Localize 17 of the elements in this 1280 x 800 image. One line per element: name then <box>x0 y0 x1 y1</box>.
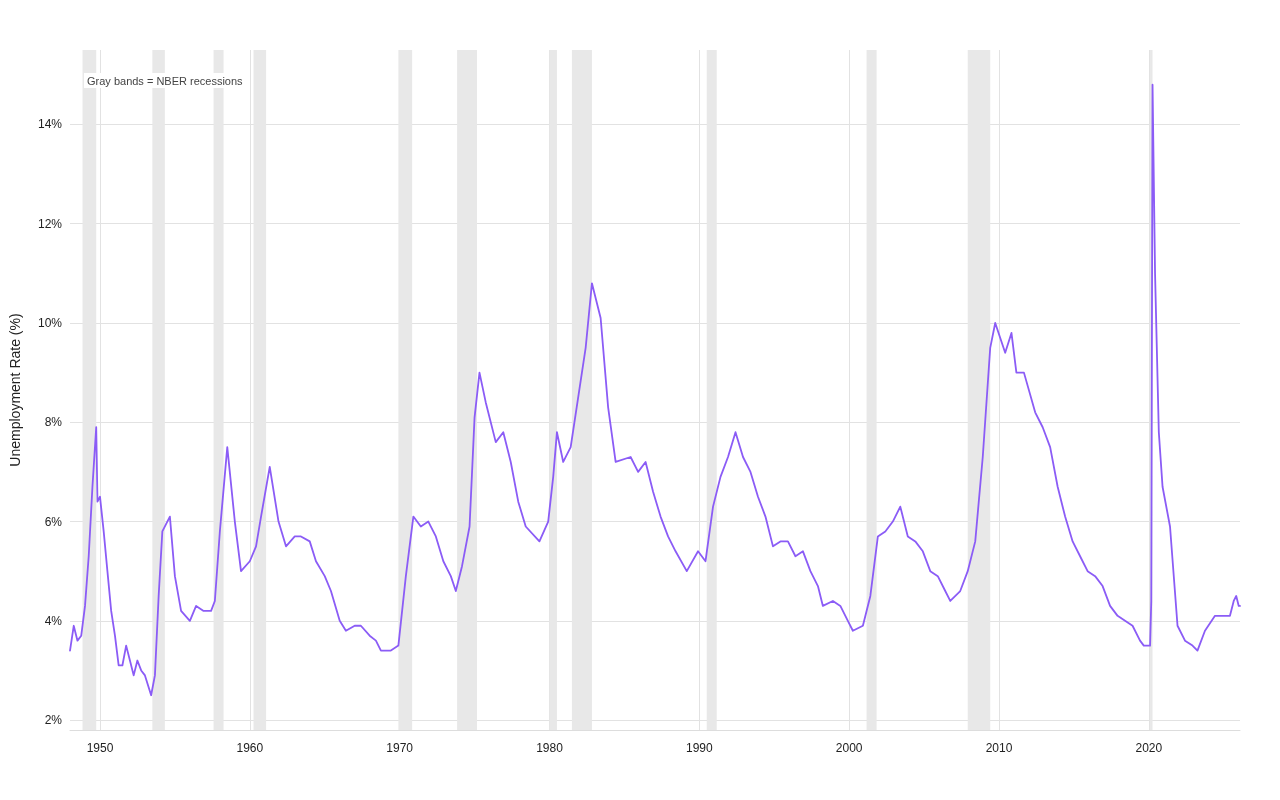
x-tick-label: 1950 <box>86 741 114 755</box>
x-tick-label: 1980 <box>536 741 564 755</box>
x-tick-label: 1960 <box>236 741 264 755</box>
y-tick-label: 2% <box>44 713 63 728</box>
x-tick-label: 2020 <box>1135 741 1163 755</box>
y-tick-label: 10% <box>37 315 63 330</box>
y-tick-label: 6% <box>44 514 63 529</box>
y-tick-label: 4% <box>44 613 63 628</box>
y-tick-label: 12% <box>37 216 63 231</box>
x-tick-label: 1990 <box>685 741 713 755</box>
y-tick-label: 14% <box>37 117 63 132</box>
x-tick-label: 2000 <box>835 741 863 755</box>
y-tick-label: 8% <box>44 415 63 430</box>
annotation: Gray bands = NBER recessions <box>87 74 244 87</box>
x-tick-label: 1970 <box>386 741 414 755</box>
x-tick-label: 2010 <box>985 741 1013 755</box>
y-axis-title: Unemployment Rate (%) <box>7 313 23 467</box>
